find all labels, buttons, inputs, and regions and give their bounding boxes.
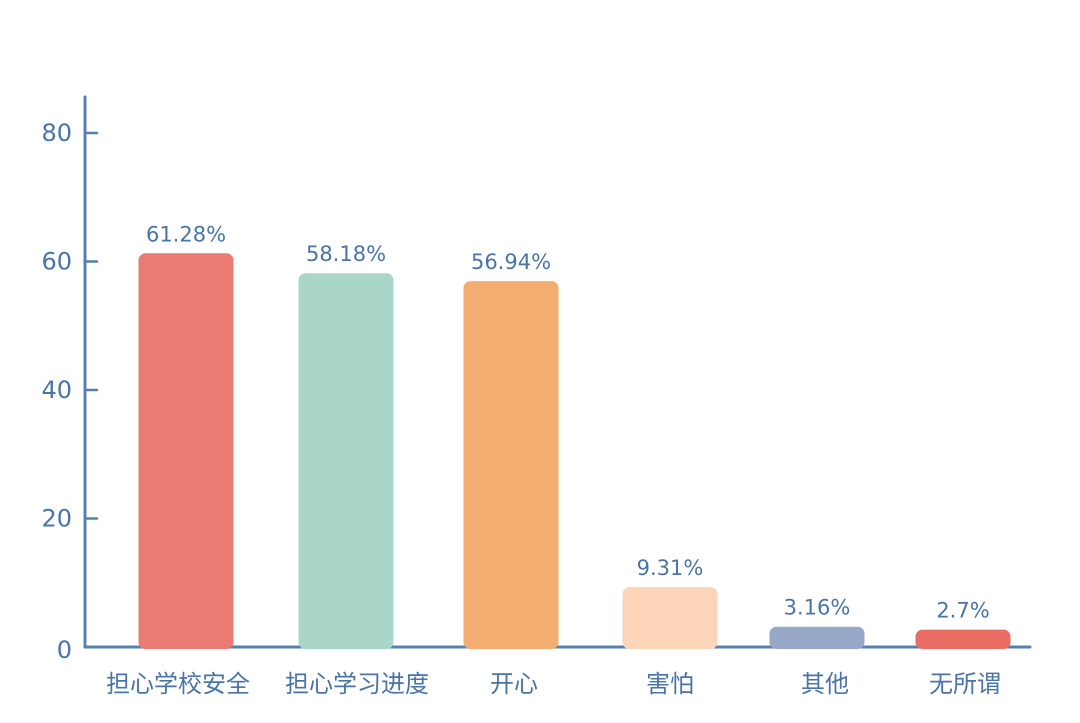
bar xyxy=(298,273,394,649)
data-label: 9.31% xyxy=(637,556,704,580)
x-category-label: 担心学习进度 xyxy=(285,670,429,698)
x-category-label: 无所谓 xyxy=(929,670,1001,698)
bar xyxy=(622,587,718,649)
bars xyxy=(138,253,1011,649)
data-label: 56.94% xyxy=(471,250,551,274)
bar xyxy=(138,253,234,649)
y-tick-label: 40 xyxy=(41,376,72,404)
x-category-label: 担心学校安全 xyxy=(106,670,250,698)
bar xyxy=(915,629,1011,649)
x-category-label: 开心 xyxy=(490,670,538,698)
data-label: 58.18% xyxy=(306,242,386,266)
bar xyxy=(769,626,865,649)
y-tick-label: 60 xyxy=(41,248,72,276)
bar xyxy=(463,281,559,649)
data-label: 3.16% xyxy=(784,596,851,620)
data-label: 61.28% xyxy=(146,222,226,246)
value-labels: 61.28% 58.18% 56.94% 9.31% 3.16% 2.7% xyxy=(146,222,990,622)
x-category-label: 其他 xyxy=(801,670,849,698)
y-tick-label: 80 xyxy=(41,119,72,147)
data-label: 2.7% xyxy=(936,599,989,623)
x-category-label: 害怕 xyxy=(646,670,694,698)
y-ticks: 0 20 40 60 80 xyxy=(41,119,99,664)
y-tick-label: 20 xyxy=(41,505,72,533)
category-labels: 担心学校安全 担心学习进度 开心 害怕 其他 无所谓 xyxy=(106,670,1001,698)
y-tick-label: 0 xyxy=(57,636,72,664)
axes xyxy=(83,95,1032,649)
